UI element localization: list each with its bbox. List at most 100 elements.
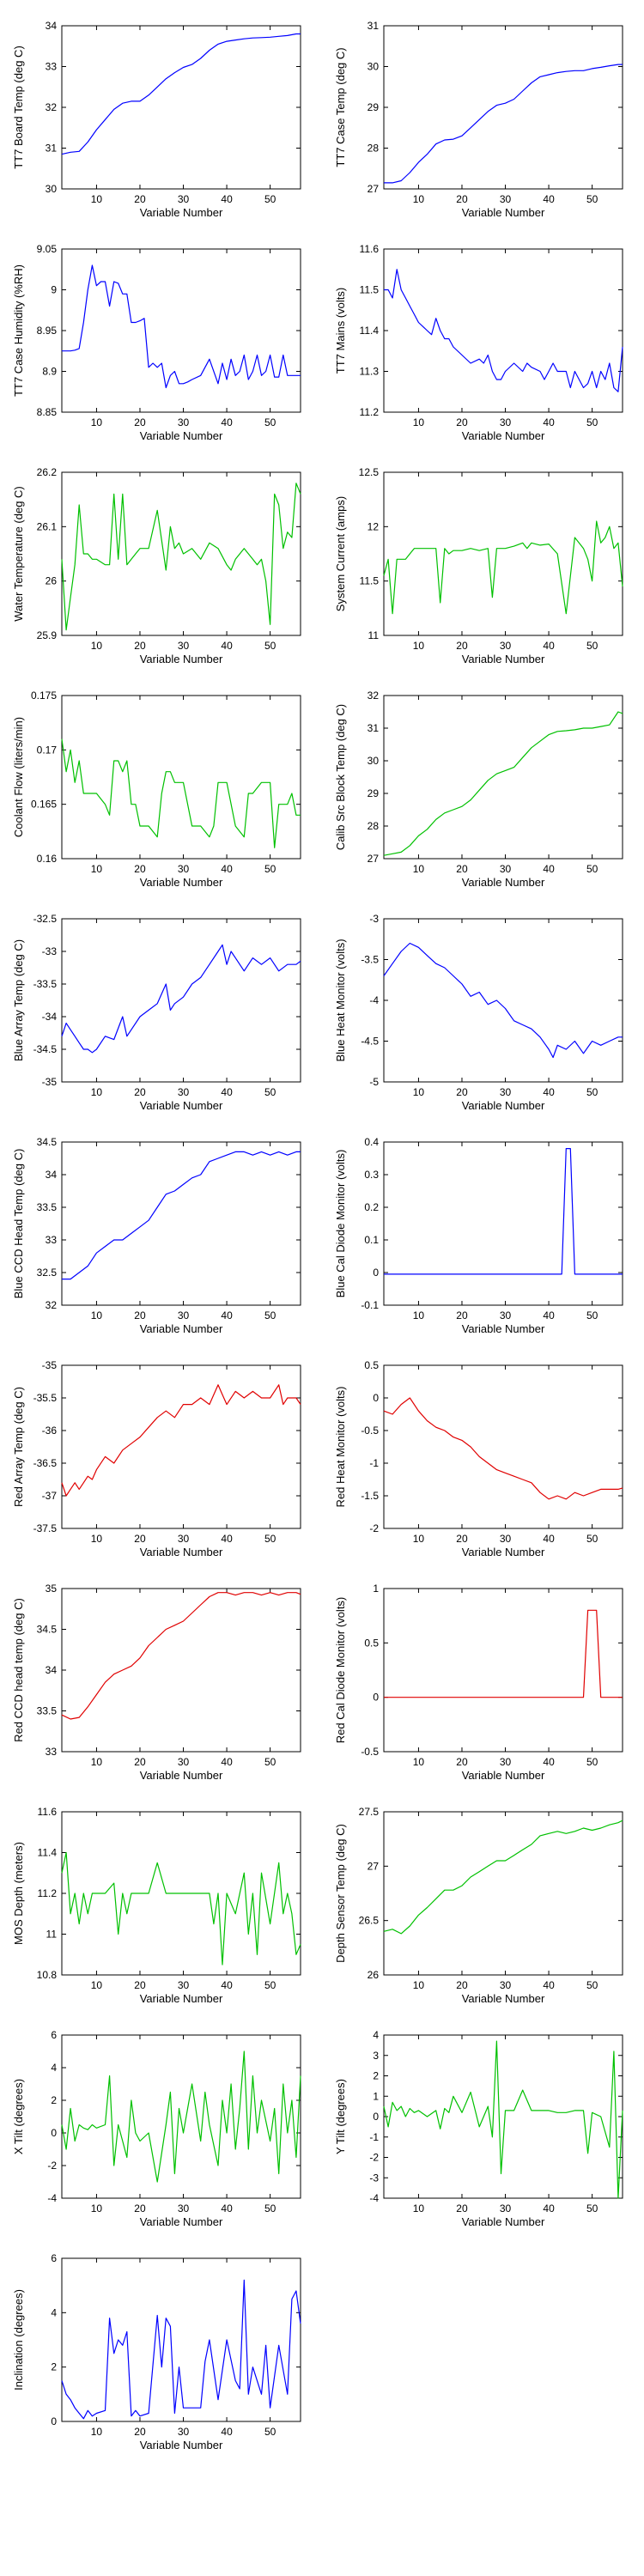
x-tick-label: 50 (264, 2202, 276, 2215)
plot-frame (61, 25, 301, 190)
series-line (61, 1851, 301, 1965)
y-tick-label: 28 (368, 820, 380, 832)
y-tick-label: 31 (368, 20, 380, 32)
y-tick-label: -33.5 (33, 978, 58, 990)
chart-19: -4 -2 0 2 4 6 10 20 30 40 50 Variable Number X Tilt … (0, 2020, 322, 2243)
chart-svg: 25.9 26 26.1 26.2 10 20 30 40 50 Variable Number W… (12, 466, 301, 665)
x-tick-label: 20 (134, 416, 146, 428)
y-tick-label: -35 (42, 1076, 58, 1088)
y-tick-label: 31 (46, 143, 58, 155)
x-tick-label: 40 (543, 193, 555, 205)
chart-21: 0 2 4 6 10 20 30 40 50 Variable Number Inclination… (0, 2243, 322, 2466)
y-tick-label: 29 (368, 787, 380, 799)
y-axis-label: Red Array Temp (deg C) (12, 1387, 25, 1507)
x-tick-label: 30 (500, 193, 512, 205)
x-tick-label: 20 (134, 2426, 146, 2438)
x-tick-label: 10 (413, 1309, 425, 1321)
x-tick-label: 10 (91, 1309, 103, 1321)
chart-svg: 0.16 0.165 0.17 0.175 10 20 30 40 50 Variable Num… (12, 690, 301, 889)
x-tick-label: 50 (264, 640, 276, 652)
series-line (61, 2279, 301, 2420)
y-tick-label: 1 (373, 1583, 379, 1595)
x-tick-label: 30 (178, 640, 190, 652)
x-tick-label: 50 (264, 2426, 276, 2438)
x-tick-label: 50 (264, 193, 276, 205)
x-tick-label: 40 (221, 2202, 233, 2215)
y-tick-label: 0.5 (364, 1359, 379, 1371)
y-axis-label: X Tilt (degrees) (12, 2079, 25, 2154)
x-axis-label: Variable Number (462, 206, 545, 219)
y-tick-label: -3 (369, 913, 379, 925)
x-tick-label: 30 (500, 1756, 512, 1768)
x-tick-label: 50 (586, 1086, 598, 1098)
y-tick-label: 8.9 (42, 366, 57, 378)
x-tick-label: 10 (91, 863, 103, 875)
chart-20: -4 -3 -2 -1 0 1 2 3 4 10 20 30 40 50 Variable Number Y … (322, 2020, 644, 2243)
y-axis-label: Y Tilt (degrees) (334, 2079, 347, 2154)
y-axis-label: Red CCD head temp (deg C) (12, 1598, 25, 1742)
y-tick-label: 26.1 (37, 520, 58, 532)
y-tick-label: 32 (368, 690, 380, 702)
series-line (383, 1397, 623, 1500)
x-axis-label: Variable Number (462, 1322, 545, 1335)
y-tick-label: 8.95 (37, 325, 58, 337)
x-axis-label: Variable Number (140, 876, 223, 889)
x-tick-label: 10 (413, 2202, 425, 2215)
x-tick-label: 10 (91, 416, 103, 428)
y-tick-label: 4 (51, 2062, 57, 2074)
chart-svg: 8.85 8.9 8.95 9 9.05 10 20 30 40 50 Variable Numbe… (12, 243, 301, 442)
x-tick-label: 10 (413, 416, 425, 428)
x-tick-label: 20 (456, 863, 468, 875)
y-tick-label: 27 (368, 183, 380, 195)
x-tick-label: 30 (178, 1309, 190, 1321)
series-line (62, 264, 301, 389)
y-tick-label: 32.5 (37, 1267, 58, 1279)
y-axis-label: Depth Sensor Temp (deg C) (334, 1824, 347, 1963)
y-tick-label: 11 (46, 1929, 58, 1941)
x-tick-label: 50 (264, 416, 276, 428)
y-tick-label: -4 (47, 2192, 57, 2204)
chart-9: -35 -34.5 -34 -33.5 -33 -32.5 10 20 30 40 50 Variab… (0, 903, 322, 1127)
y-tick-label: 30 (46, 183, 58, 195)
y-tick-label: -0.5 (361, 1746, 379, 1758)
plot-frame (383, 1141, 623, 1306)
y-tick-label: 4 (51, 2306, 57, 2318)
chart-svg: -5 -4.5 -4 -3.5 -3 10 20 30 40 50 Variable Number B… (334, 913, 623, 1112)
x-tick-label: 30 (178, 1979, 190, 1991)
y-tick-label: 0.5 (364, 1637, 379, 1649)
chart-11: 32 32.5 33 33.5 34 34.5 10 20 30 40 50 Variable Num… (0, 1127, 322, 1350)
series-line (61, 1592, 301, 1720)
y-tick-label: 28 (368, 143, 380, 155)
y-axis-label: TT7 Case Temp (deg C) (334, 47, 347, 167)
x-tick-label: 50 (586, 1756, 598, 1768)
y-tick-label: 2 (373, 2070, 379, 2082)
y-tick-label: 35 (46, 1583, 58, 1595)
x-tick-label: 40 (221, 193, 233, 205)
plot-frame (383, 2034, 623, 2199)
y-axis-label: Blue Heat Monitor (volts) (334, 939, 347, 1061)
x-tick-label: 20 (456, 1979, 468, 1991)
plot-frame (61, 2257, 301, 2422)
y-tick-label: -4.5 (361, 1036, 379, 1048)
x-tick-label: 10 (413, 193, 425, 205)
plot-frame (383, 918, 623, 1083)
y-axis-label: Red Heat Monitor (volts) (334, 1387, 347, 1508)
x-tick-label: 30 (178, 1756, 190, 1768)
y-tick-label: 12.5 (359, 466, 380, 478)
y-tick-label: -3 (369, 2172, 379, 2184)
chart-svg: -35 -34.5 -34 -33.5 -33 -32.5 10 20 30 40 50 Variab… (12, 913, 301, 1112)
x-tick-label: 10 (413, 1086, 425, 1098)
chart-svg: -37.5 -37 -36.5 -36 -35.5 -35 10 20 30 40 50 Variab… (12, 1359, 301, 1558)
y-tick-label: -37 (42, 1490, 58, 1502)
x-axis-label: Variable Number (140, 1546, 223, 1558)
chart-15: 33 33.5 34 34.5 35 10 20 30 40 50 Variable Number R… (0, 1573, 322, 1796)
x-tick-label: 20 (456, 2202, 468, 2215)
y-tick-label: -2 (369, 2152, 379, 2164)
y-tick-label: 0 (373, 1392, 379, 1404)
x-tick-label: 20 (134, 1979, 146, 1991)
plot-frame (61, 471, 301, 636)
x-tick-label: 20 (134, 640, 146, 652)
series-line (383, 2040, 623, 2199)
y-tick-label: 11.5 (360, 284, 380, 296)
y-tick-label: 0 (51, 2127, 57, 2139)
